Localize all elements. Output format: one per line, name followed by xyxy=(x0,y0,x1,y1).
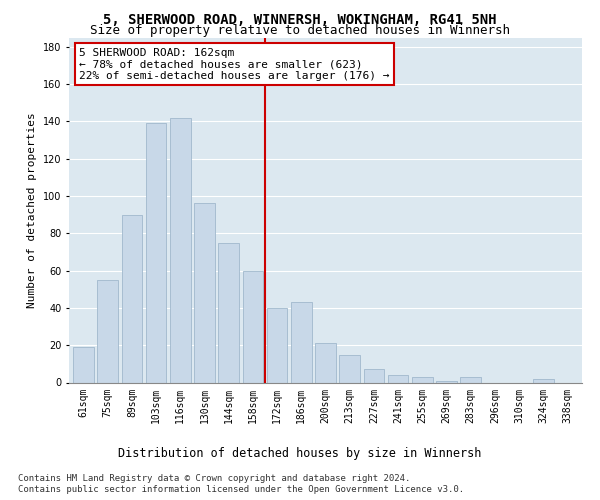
Bar xyxy=(533,379,554,382)
Text: Distribution of detached houses by size in Winnersh: Distribution of detached houses by size … xyxy=(118,447,482,460)
Bar xyxy=(267,308,287,382)
Text: Contains HM Land Registry data © Crown copyright and database right 2024.: Contains HM Land Registry data © Crown c… xyxy=(18,474,410,483)
Bar xyxy=(388,375,409,382)
Bar xyxy=(291,302,311,382)
Bar xyxy=(460,377,481,382)
Bar xyxy=(340,354,360,382)
Bar xyxy=(122,214,142,382)
Text: 5, SHERWOOD ROAD, WINNERSH, WOKINGHAM, RG41 5NH: 5, SHERWOOD ROAD, WINNERSH, WOKINGHAM, R… xyxy=(103,12,497,26)
Bar xyxy=(146,124,166,382)
Bar xyxy=(97,280,118,382)
Bar xyxy=(170,118,191,382)
Bar xyxy=(194,204,215,382)
Bar xyxy=(436,380,457,382)
Text: Contains public sector information licensed under the Open Government Licence v3: Contains public sector information licen… xyxy=(18,485,464,494)
Bar xyxy=(73,347,94,382)
Y-axis label: Number of detached properties: Number of detached properties xyxy=(28,112,37,308)
Text: Size of property relative to detached houses in Winnersh: Size of property relative to detached ho… xyxy=(90,24,510,37)
Bar xyxy=(412,377,433,382)
Bar xyxy=(315,344,336,382)
Bar xyxy=(364,370,384,382)
Text: 5 SHERWOOD ROAD: 162sqm
← 78% of detached houses are smaller (623)
22% of semi-d: 5 SHERWOOD ROAD: 162sqm ← 78% of detache… xyxy=(79,48,390,81)
Bar xyxy=(218,242,239,382)
Bar xyxy=(242,270,263,382)
